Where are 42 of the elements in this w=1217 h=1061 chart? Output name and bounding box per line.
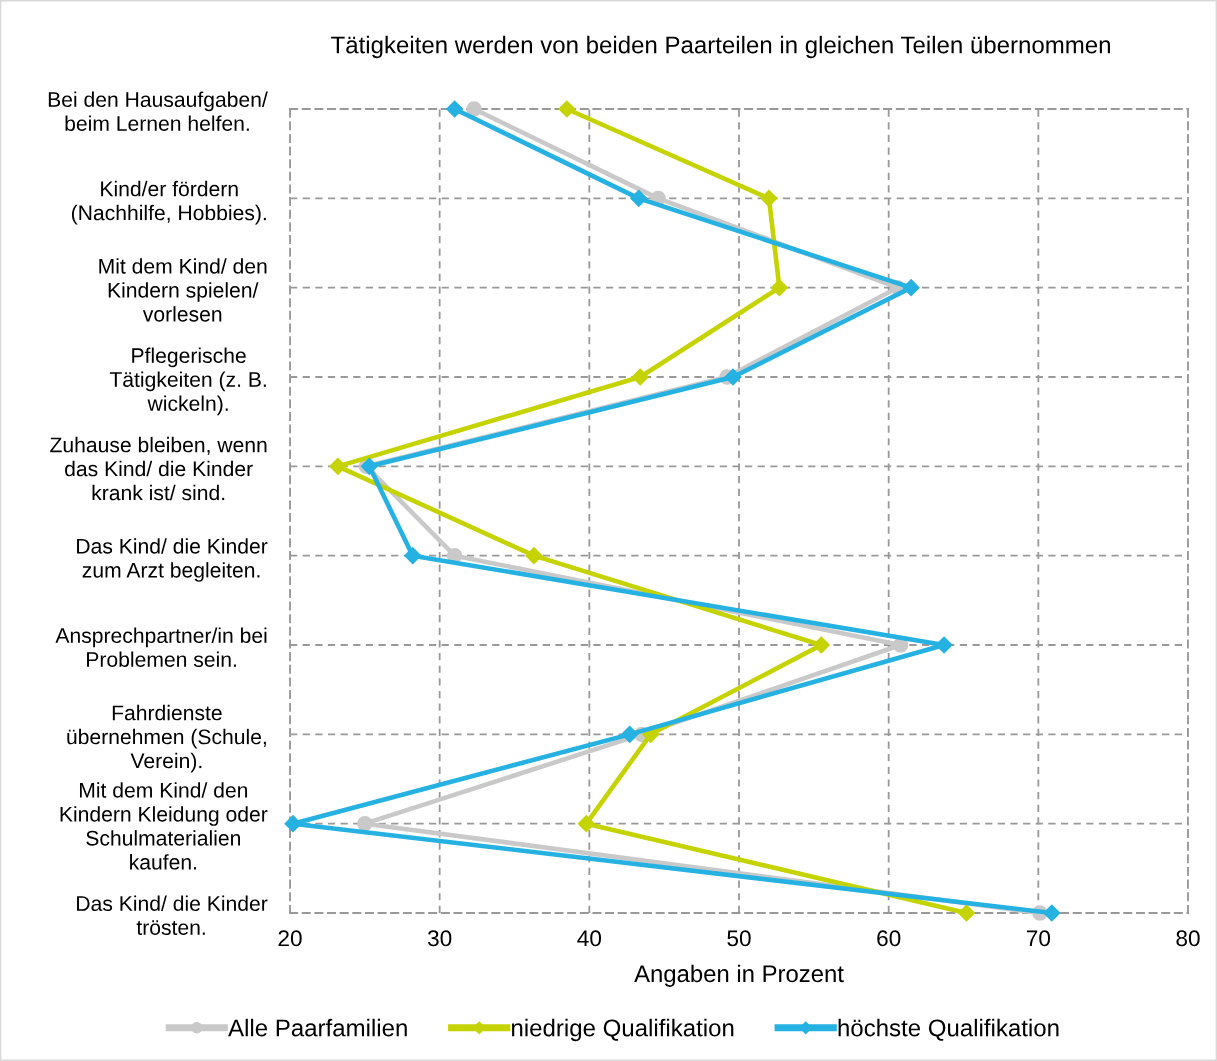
x-tick-label: 50	[727, 930, 751, 947]
y-tick-label: Bei den Hausaufgaben/ beim Lernen helfen.	[48, 91, 268, 131]
x-tick-label: 80	[1176, 930, 1200, 947]
point	[957, 904, 976, 922]
legend-label: niedrige Qualifikation	[512, 1018, 734, 1042]
y-tick-label: Mit dem Kind/ den Kindern Kleidung oder Schulmaterialien kaufen.	[60, 782, 268, 870]
x-tick-label: 20	[278, 930, 302, 947]
point	[620, 725, 639, 744]
chart-title: Tätigkeiten werden von beiden Paarteilen in gleichen Teilen übernommen	[331, 35, 1110, 59]
point	[629, 189, 648, 208]
x-tick-label: 70	[1026, 930, 1051, 947]
y-tick-label: Pflegerische Tätigkeiten (z. B. wickeln).	[109, 347, 266, 416]
point	[466, 101, 482, 117]
point	[357, 816, 373, 832]
y-tick-label: Das Kind/ die Kinder trösten.	[77, 895, 268, 935]
point	[760, 189, 778, 208]
point	[577, 814, 596, 833]
legend-label: höchste Qualifikation	[838, 1018, 1059, 1041]
y-tick-label: Fahrdienste übernehmen (Schule, Verein).	[67, 704, 266, 773]
y-tick-label: Mit dem Kind/ den Kindern spielen/ vorlesen	[99, 258, 267, 322]
point	[525, 546, 543, 565]
point	[445, 100, 464, 118]
x-axis-title: Angaben in Prozent	[634, 964, 844, 987]
x-tick-label: 30	[427, 930, 452, 947]
point	[812, 636, 831, 654]
x-tick-label: 60	[877, 930, 901, 947]
y-tick-label: Ansprechpartner/in bei Problemen sein.	[55, 627, 267, 667]
point	[770, 278, 789, 297]
point	[724, 368, 742, 386]
point	[284, 814, 302, 833]
point	[631, 368, 650, 386]
y-tick-label: Das Kind/ die Kinder zum Arzt begleiten.	[77, 538, 268, 582]
y-tick-label: Zuhause bleiben, wenn das Kind/ die Kinder krank ist/ sind.	[50, 436, 267, 501]
point	[1042, 904, 1061, 922]
point	[403, 546, 422, 565]
point	[329, 457, 347, 476]
point	[902, 278, 920, 297]
y-tick-label: Kind/er fördern (Nachhilfe, Hobbies).	[71, 180, 266, 225]
legend-label: Alle Paarfamilien	[228, 1018, 407, 1037]
x-tick-label: 40	[577, 930, 602, 947]
point	[558, 100, 576, 118]
point	[360, 457, 379, 476]
